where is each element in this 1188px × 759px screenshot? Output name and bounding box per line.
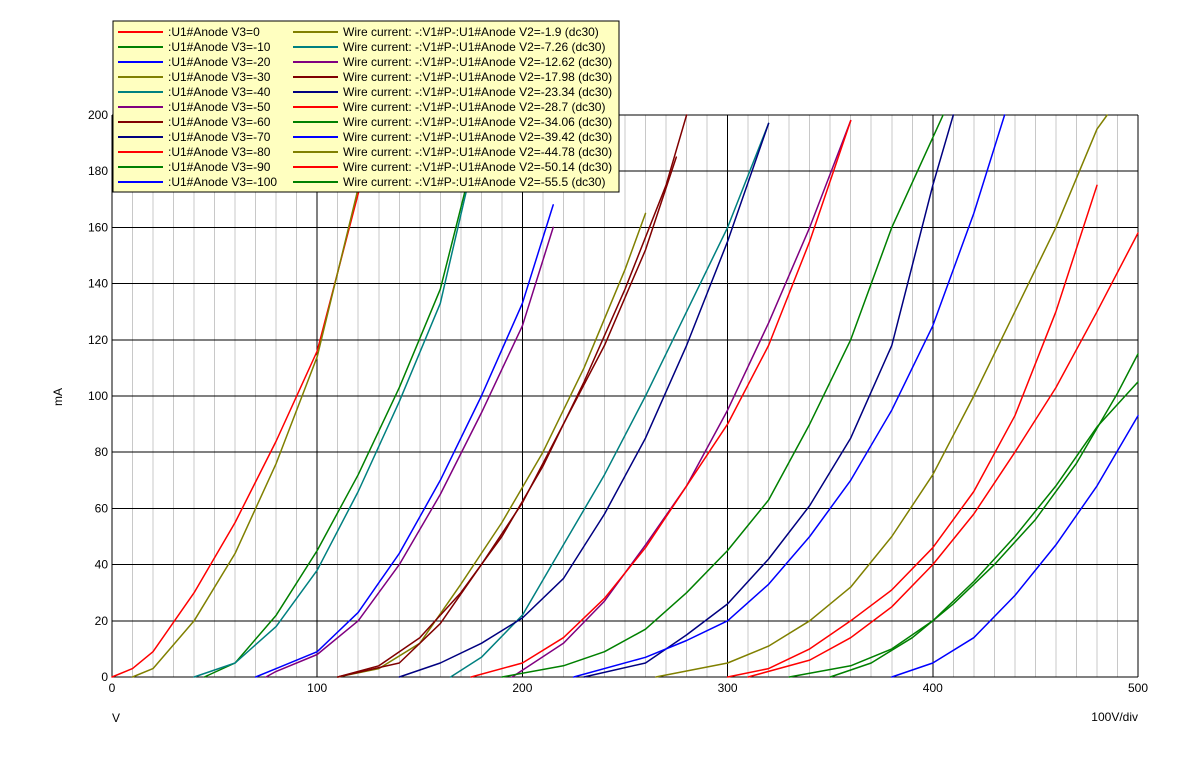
series-line — [203, 125, 483, 678]
series-line — [398, 122, 770, 678]
grid — [111, 114, 1139, 678]
legend-entry: :U1#Anode V3=-10 — [168, 40, 271, 54]
series-line — [726, 184, 1098, 678]
y-tick-label: 140 — [88, 277, 108, 291]
x-tick-label: 0 — [109, 681, 116, 695]
series-line — [572, 114, 1006, 678]
scale-label: 100V/div — [1091, 710, 1138, 724]
series-line — [788, 381, 1139, 678]
legend-entry: :U1#Anode V3=-60 — [168, 115, 271, 129]
y-axis-ticks: 0 20 40 60 80 100 120 140 160 180 200 — [88, 108, 108, 684]
y-tick-label: 100 — [88, 389, 108, 403]
legend-entry: Wire current: -:V1#P-:U1#Anode V2=-17.98… — [343, 70, 612, 84]
y-tick-label: 40 — [95, 558, 109, 572]
y-tick-label: 20 — [95, 614, 109, 628]
legend: :U1#Anode V3=0:U1#Anode V3=-10:U1#Anode … — [112, 20, 620, 193]
y-tick-label: 180 — [88, 164, 108, 178]
series-line — [336, 114, 688, 678]
x-tick-label: 300 — [718, 681, 738, 695]
series-line — [891, 414, 1139, 678]
y-tick-label: 200 — [88, 108, 108, 122]
series-line — [449, 122, 770, 678]
y-tick-label: 160 — [88, 220, 108, 234]
series-line — [254, 204, 554, 678]
legend-entry: Wire current: -:V1#P-:U1#Anode V2=-12.62… — [343, 55, 612, 69]
legend-entry: Wire current: -:V1#P-:U1#Anode V2=-1.9 (… — [343, 25, 599, 39]
series-line — [747, 232, 1139, 678]
x-tick-label: 200 — [512, 681, 532, 695]
legend-entry: Wire current: -:V1#P-:U1#Anode V2=-39.42… — [343, 130, 612, 144]
x-axis-label: V — [112, 711, 120, 725]
legend-entry: Wire current: -:V1#P-:U1#Anode V2=-34.06… — [343, 115, 612, 129]
legend-entry: Wire current: -:V1#P-:U1#Anode V2=-44.78… — [343, 145, 612, 159]
series-line — [829, 353, 1139, 678]
legend-entry: :U1#Anode V3=-90 — [168, 160, 271, 174]
series-line — [336, 212, 647, 678]
legend-entry: :U1#Anode V3=-20 — [168, 55, 271, 69]
series-line — [193, 125, 483, 678]
legend-entry: :U1#Anode V3=-30 — [168, 70, 271, 84]
series-line — [265, 226, 554, 678]
y-tick-label: 0 — [101, 670, 108, 684]
legend-entry: :U1#Anode V3=-40 — [168, 85, 271, 99]
series-line — [501, 114, 944, 678]
x-tick-label: 100 — [307, 681, 327, 695]
series-line — [511, 119, 852, 678]
legend-entry: :U1#Anode V3=0 — [168, 25, 260, 39]
series-line — [131, 114, 370, 678]
y-axis-label: mA — [51, 388, 65, 406]
legend-entry: :U1#Anode V3=-70 — [168, 130, 271, 144]
legend-entry: Wire current: -:V1#P-:U1#Anode V2=-7.26 … — [343, 40, 605, 54]
y-tick-label: 80 — [95, 445, 109, 459]
series-line — [655, 114, 1108, 678]
legend-entry: Wire current: -:V1#P-:U1#Anode V2=-55.5 … — [343, 175, 605, 189]
series-line — [336, 156, 678, 678]
series-line — [470, 119, 852, 678]
legend-entry: :U1#Anode V3=-100 — [168, 175, 277, 189]
legend-entry: :U1#Anode V3=-80 — [168, 145, 271, 159]
legend-entry: Wire current: -:V1#P-:U1#Anode V2=-50.14… — [343, 160, 612, 174]
x-tick-label: 400 — [923, 681, 943, 695]
y-tick-label: 60 — [95, 501, 109, 515]
y-tick-label: 120 — [88, 333, 108, 347]
legend-entry: :U1#Anode V3=-50 — [168, 100, 271, 114]
series-group — [111, 114, 1139, 678]
x-tick-label: 500 — [1128, 681, 1148, 695]
legend-entry: Wire current: -:V1#P-:U1#Anode V2=-28.7 … — [343, 100, 605, 114]
legend-entry: Wire current: -:V1#P-:U1#Anode V2=-23.34… — [343, 85, 612, 99]
x-axis-ticks: 0 100 200 300 400 500 — [109, 681, 1149, 695]
legend-box — [112, 20, 620, 193]
